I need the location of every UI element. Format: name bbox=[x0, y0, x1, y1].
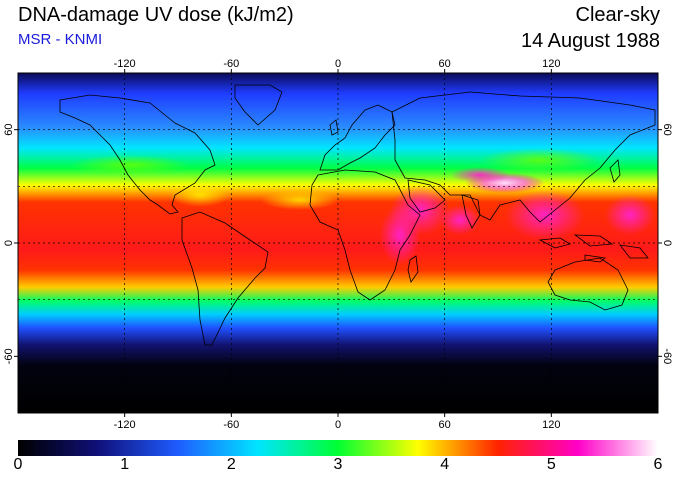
colorbar-tick-label: 1 bbox=[120, 456, 130, 473]
colorbar-tick-label: 0 bbox=[13, 456, 23, 473]
map-title: DNA-damage UV dose (kJ/m2) bbox=[18, 4, 294, 26]
lon-tick-label-bottom: -60 bbox=[223, 419, 239, 431]
colorbar-tick-label: 6 bbox=[653, 456, 663, 473]
lon-tick-label-top: -60 bbox=[223, 58, 239, 70]
lon-tick-label-top: 120 bbox=[542, 58, 560, 70]
lon-tick-label-bottom: 120 bbox=[542, 419, 560, 431]
axis-tick-labels: -120 -120 -60 -60 0 0 60 60 120 120 60 60 0 0 -60 -60 bbox=[3, 58, 673, 431]
colorbar-tick-label: 3 bbox=[333, 456, 343, 473]
lat-tick-label-right: 60 bbox=[661, 124, 673, 136]
lon-tick-label-bottom: 60 bbox=[439, 419, 451, 431]
lon-tick-label-top: -120 bbox=[114, 58, 136, 70]
colorbar-tick-label: 4 bbox=[440, 456, 450, 473]
lon-tick-label-bottom: -120 bbox=[114, 419, 136, 431]
axis-ticks bbox=[14, 69, 662, 417]
sky-condition: Clear-sky bbox=[575, 4, 660, 26]
lat-tick-label-left: -60 bbox=[3, 348, 15, 364]
colorbar-tick-label: 2 bbox=[226, 456, 236, 473]
lon-tick-label-top: 60 bbox=[439, 58, 451, 70]
lat-tick-label-left: 60 bbox=[3, 124, 15, 136]
colorbar-tick-label: 5 bbox=[546, 456, 556, 473]
graticule bbox=[18, 73, 658, 413]
map-date: 14 August 1988 bbox=[520, 30, 660, 52]
lon-tick-label-top: 0 bbox=[335, 58, 341, 70]
lat-tick-label-right: 0 bbox=[661, 240, 673, 246]
lon-tick-label-bottom: 0 bbox=[335, 419, 341, 431]
lat-tick-label-left: 0 bbox=[3, 240, 15, 246]
colorbar bbox=[18, 440, 658, 456]
lat-tick-label-right: -60 bbox=[661, 348, 673, 364]
map-source: MSR - KNMI bbox=[18, 31, 103, 48]
